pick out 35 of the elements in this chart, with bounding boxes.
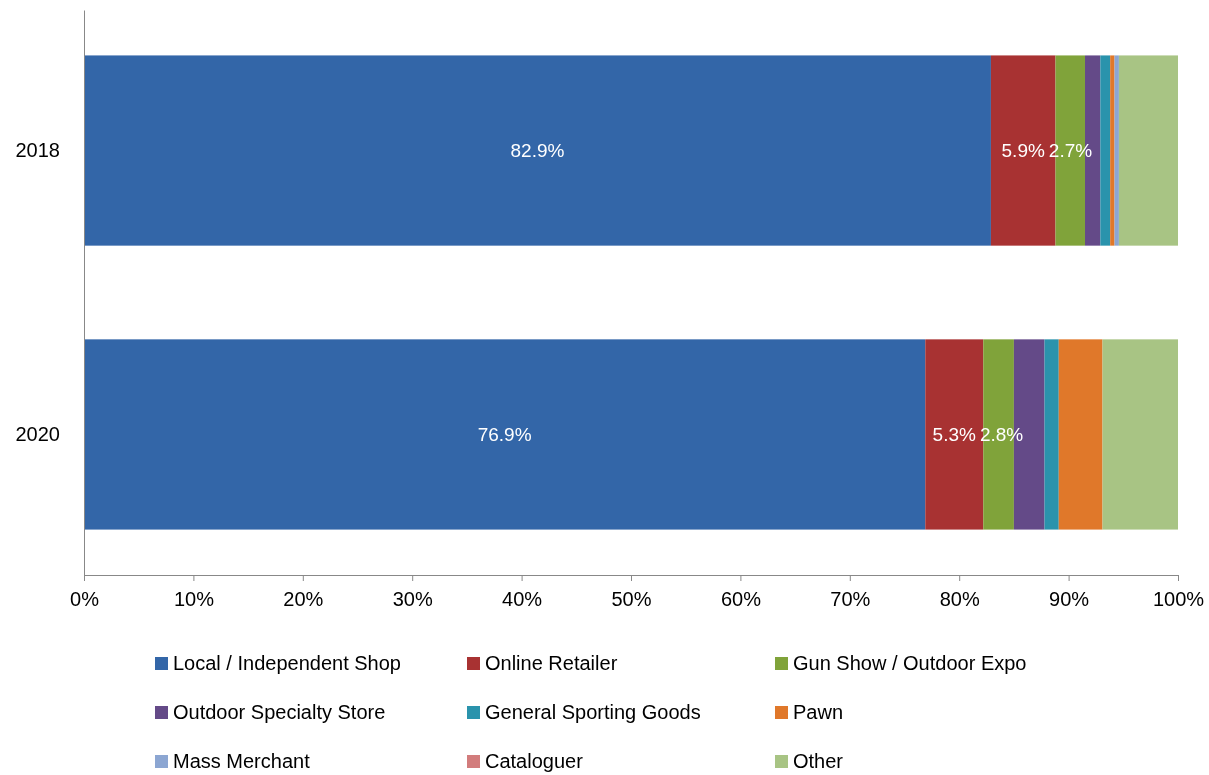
bar — [1102, 339, 1178, 530]
bar — [1110, 55, 1115, 246]
bar — [84, 55, 991, 246]
legend-label: Mass Merchant — [173, 750, 311, 772]
data-label: 82.9% — [510, 140, 565, 162]
y-tick-label: 2018 — [15, 138, 60, 161]
x-tick-label: 90% — [1049, 588, 1090, 610]
bar — [1114, 55, 1119, 246]
bar — [1044, 339, 1059, 530]
bar — [1100, 55, 1111, 246]
bar — [84, 339, 926, 530]
data-label: 5.9% — [1001, 140, 1045, 162]
y-tick-label: 2020 — [15, 422, 60, 445]
x-tick-label: 30% — [392, 588, 433, 610]
legend-label: Local / Independent Shop — [173, 652, 401, 674]
legend-label: General Sporting Goods — [485, 701, 701, 723]
bar — [1118, 55, 1178, 246]
x-tick-label: 50% — [611, 588, 652, 610]
x-tick-label: 40% — [502, 588, 543, 610]
x-tick-label: 100% — [1152, 588, 1205, 610]
x-tick-label: 60% — [720, 588, 762, 610]
data-label: 76.9% — [477, 424, 532, 446]
x-tick-label: 10% — [173, 588, 215, 610]
legend-label: Pawn — [793, 701, 844, 723]
legend-label: Other — [793, 750, 844, 772]
legend-label: Gun Show / Outdoor Expo — [793, 652, 1027, 674]
x-tick-label: 80% — [939, 588, 980, 610]
legend-label: Cataloguer — [485, 750, 584, 772]
x-tick-label: 20% — [283, 588, 324, 610]
x-tick-label: 0% — [70, 588, 100, 610]
data-label: 5.3% — [932, 424, 977, 446]
bar — [1058, 339, 1103, 530]
x-tick-label: 70% — [830, 588, 871, 610]
legend-label: Online Retailer — [485, 652, 618, 674]
legend-label: Outdoor Specialty Store — [173, 701, 386, 723]
